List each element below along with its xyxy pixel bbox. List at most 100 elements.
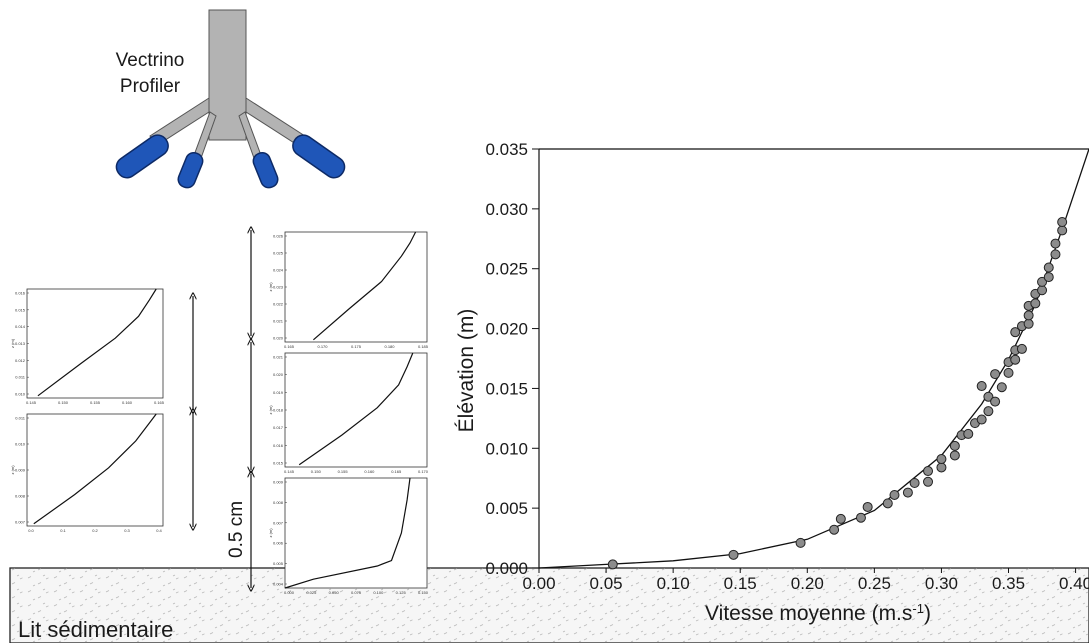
data-point <box>996 382 1007 393</box>
data-point <box>983 406 994 417</box>
mini-panel-frame <box>284 477 428 589</box>
mini-x-tick-label: 0.155 <box>90 400 101 405</box>
mini-x-tick-label: 0.100 <box>373 590 384 595</box>
mini-x-tick-label: 0.000 <box>284 590 295 595</box>
mini-y-tick-label: 0.008 <box>273 500 284 505</box>
data-point <box>882 498 893 509</box>
mini-x-tick-label: 0.165 <box>391 469 402 474</box>
mini-y-tick-label: 0.016 <box>273 443 284 448</box>
mini-y-tick-label: 0.012 <box>15 358 26 363</box>
mini-x-tick-label: 0.150 <box>311 469 322 474</box>
data-point <box>949 440 960 451</box>
mini-x-tick-label: 0.170 <box>418 469 429 474</box>
data-point <box>1050 249 1061 260</box>
mini-y-tick-label: 0.005 <box>273 561 284 566</box>
mini-panel-frame <box>284 231 428 343</box>
mini-profile-panels: 0.0160.0150.0140.0130.0120.0110.0100.145… <box>10 231 429 595</box>
probe-tip-outer-right <box>292 134 346 179</box>
y-tick-label: 0.025 <box>485 260 528 279</box>
mini-y-tick-label: 0.020 <box>273 336 284 341</box>
mini-y-tick-label: 0.008 <box>15 494 26 499</box>
data-point <box>936 454 947 465</box>
mini-x-tick-label: 0.3 <box>124 528 130 533</box>
y-tick-label: 0.035 <box>485 140 528 159</box>
span-arrows: 0.5 cm <box>193 230 251 588</box>
mini-x-tick-label: 0.175 <box>351 344 362 349</box>
probe-tip-inner-right <box>252 151 279 189</box>
x-tick-label: 0.20 <box>791 574 824 593</box>
mini-y-tick-label: 0.023 <box>273 285 284 290</box>
mini-profile-curve <box>37 288 157 397</box>
mini-y-tick-label: 0.014 <box>15 324 26 329</box>
mini-x-tick-label: 0.0 <box>28 528 34 533</box>
data-point <box>909 478 920 489</box>
mini-y-tick-label: 0.015 <box>15 307 26 312</box>
mini-y-tick-label: 0.009 <box>273 480 284 485</box>
data-point <box>889 489 900 500</box>
mini-y-tick-label: 0.007 <box>15 520 26 525</box>
mini-x-tick-label: 0.4 <box>156 528 162 533</box>
x-tick-label: 0.25 <box>858 574 891 593</box>
data-point <box>983 391 994 402</box>
data-point <box>1037 285 1048 296</box>
mini-profile-curve <box>284 477 411 589</box>
data-point <box>795 537 806 548</box>
mini-x-tick-label: 0.075 <box>351 590 362 595</box>
data-point <box>949 450 960 461</box>
mini-panel-frame <box>284 352 428 468</box>
data-point <box>936 462 947 473</box>
mini-x-tick-label: 0.155 <box>338 469 349 474</box>
mini-x-tick-label: 0.150 <box>418 590 429 595</box>
mini-x-tick-label: 0.185 <box>418 344 429 349</box>
data-point <box>902 487 913 498</box>
data-point <box>963 428 974 439</box>
data-point <box>1043 262 1054 273</box>
cell-span-label: 0.5 cm <box>226 501 247 558</box>
x-tick-label: 0.10 <box>657 574 690 593</box>
x-axis-label: Vitesse moyenne (m.s-1) <box>705 601 931 626</box>
y-tick-label: 0.000 <box>485 559 528 578</box>
probe-tip-inner-left <box>177 151 204 189</box>
y-tick-label: 0.030 <box>485 200 528 219</box>
y-tick-label: 0.005 <box>485 499 528 518</box>
data-point <box>1050 238 1061 249</box>
data-point <box>829 524 840 535</box>
mini-y-axis-label: z (m) <box>268 282 273 292</box>
data-point <box>607 559 618 570</box>
mini-y-tick-label: 0.015 <box>273 461 284 466</box>
sediment-bed: Lit sédimentaire <box>9 567 1089 643</box>
data-point <box>1057 217 1068 228</box>
mini-y-tick-label: 0.011 <box>15 416 25 421</box>
data-point <box>1010 354 1021 365</box>
instrument-label-line1: Vectrino <box>116 50 185 71</box>
mini-x-tick-label: 0.2 <box>92 528 98 533</box>
data-point <box>1057 225 1068 236</box>
mini-y-tick-label: 0.019 <box>273 390 284 395</box>
mini-y-tick-label: 0.013 <box>15 341 26 346</box>
y-axis-label: Élévation (m) <box>455 309 478 433</box>
data-point <box>923 476 934 487</box>
data-point <box>728 549 739 560</box>
x-tick-label: 0.35 <box>992 574 1025 593</box>
data-point <box>1037 276 1048 287</box>
y-tick-label: 0.015 <box>485 379 528 398</box>
mini-x-tick-label: 0.165 <box>154 400 165 405</box>
mini-y-tick-label: 0.025 <box>273 251 284 256</box>
mini-y-tick-label: 0.010 <box>15 392 26 397</box>
data-point <box>1010 327 1021 338</box>
mini-y-tick-label: 0.021 <box>273 319 284 324</box>
data-point <box>1030 298 1041 309</box>
data-point <box>990 369 1001 380</box>
data-point <box>835 513 846 524</box>
data-point <box>1003 367 1014 378</box>
y-tick-label: 0.020 <box>485 320 528 339</box>
mini-profile-panel: 0.026 0.025 0.024 0.023 0.022 0.021 0.0200.165… <box>268 231 429 349</box>
y-tick-label: 0.010 <box>485 439 528 458</box>
x-tick-label: 0.15 <box>724 574 757 593</box>
x-tick-label: 0.00 <box>522 574 555 593</box>
mini-y-tick-label: 0.017 <box>273 425 284 430</box>
data-point <box>976 381 987 392</box>
vectrino-probe: Vectrino Profiler <box>116 9 346 189</box>
